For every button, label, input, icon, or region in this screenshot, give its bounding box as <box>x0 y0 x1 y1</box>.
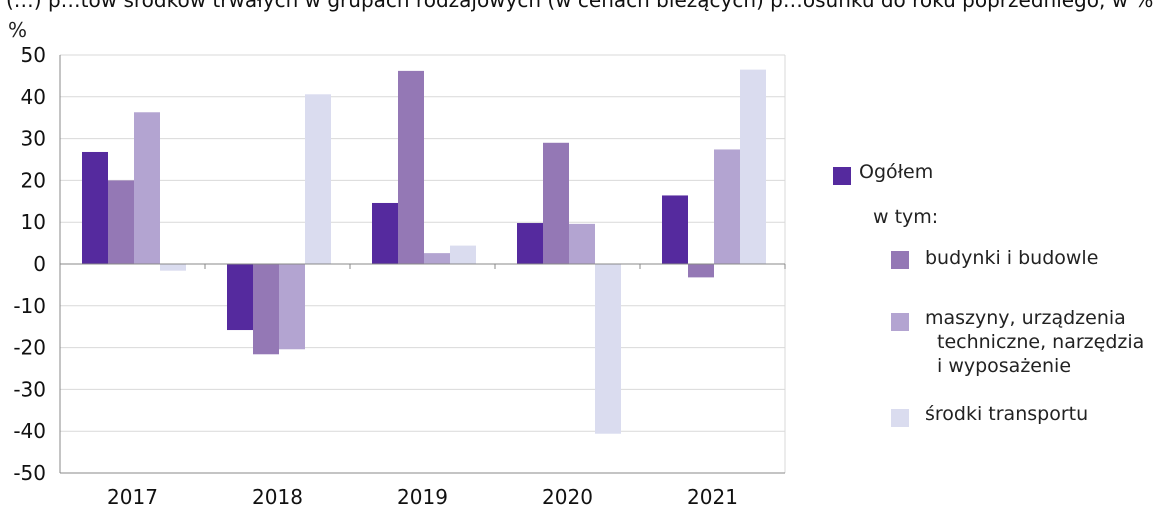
bar-transport-2021 <box>740 69 766 264</box>
labels-layer: 50 40 30 20 10 0 -10 -20 -30 -40 -50 2017 2018 2019 20… <box>13 43 738 506</box>
legend-swatch-transport <box>891 409 909 427</box>
legend-swatch-budynki <box>891 251 909 269</box>
axis-layer <box>59 55 786 474</box>
bar-transport-2018 <box>305 94 331 265</box>
legend-label-ogolem: Ogółem <box>859 161 934 183</box>
bar-budynki-2019 <box>398 70 424 264</box>
bar-ogolem-2018 <box>227 264 253 331</box>
y-tick-label: 30 <box>21 127 46 151</box>
bar-maszyny-2020 <box>569 223 595 264</box>
bar-maszyny-2021 <box>714 149 740 264</box>
bars-layer <box>82 69 766 434</box>
y-tick-label: -40 <box>13 419 46 443</box>
y-tick-label: 10 <box>21 210 46 234</box>
x-tick-label: 2020 <box>542 485 593 506</box>
y-tick-label: 50 <box>21 43 46 67</box>
bar-ogolem-2019 <box>372 202 398 264</box>
legend-swatch-ogolem <box>833 167 851 185</box>
y-tick-label: 40 <box>21 85 46 109</box>
y-axis-unit-label: % <box>8 18 28 42</box>
legend-label-transport: środki transportu <box>925 403 1089 425</box>
bar-transport-2017 <box>160 264 186 271</box>
x-tick-label: 2021 <box>687 485 738 506</box>
bar-ogolem-2017 <box>82 151 108 264</box>
legend-label-maszyny-2: techniczne, narzędzia <box>937 331 1145 353</box>
y-tick-label: -20 <box>13 336 46 360</box>
y-tick-label: 0 <box>33 252 46 276</box>
y-tick-label: 20 <box>21 168 46 192</box>
bar-ogolem-2020 <box>517 223 543 264</box>
bar-maszyny-2019 <box>424 253 450 264</box>
legend-label-budynki: budynki i budowle <box>925 247 1099 269</box>
legend-label-maszyny-3: i wyposażenie <box>937 355 1072 377</box>
bar-transport-2019 <box>450 245 476 264</box>
y-tick-label: -10 <box>13 294 46 318</box>
bar-budynki-2020 <box>543 142 569 264</box>
bar-budynki-2021 <box>688 264 714 278</box>
x-tick-label: 2018 <box>252 485 303 506</box>
y-tick-label: -30 <box>13 377 46 401</box>
bar-chart: 50 40 30 20 10 0 -10 -20 -30 -40 -50 2017 2018 2019 20… <box>13 43 786 506</box>
cropped-title-text: (…) p…tów środków trwałych w grupach rod… <box>6 0 1154 12</box>
bar-maszyny-2018 <box>279 264 305 350</box>
bar-maszyny-2017 <box>134 112 160 265</box>
bar-budynki-2018 <box>253 264 279 355</box>
bar-ogolem-2021 <box>662 195 688 264</box>
legend-swatch-maszyny <box>891 313 909 331</box>
bar-transport-2020 <box>595 264 621 434</box>
x-tick-label: 2019 <box>397 485 448 506</box>
legend-label-maszyny-1: maszyny, urządzenia <box>925 307 1126 329</box>
y-tick-label: -50 <box>13 461 46 485</box>
bar-budynki-2017 <box>108 180 134 264</box>
legend-w-tym: w tym: <box>873 206 939 228</box>
x-tick-label: 2017 <box>107 485 158 506</box>
